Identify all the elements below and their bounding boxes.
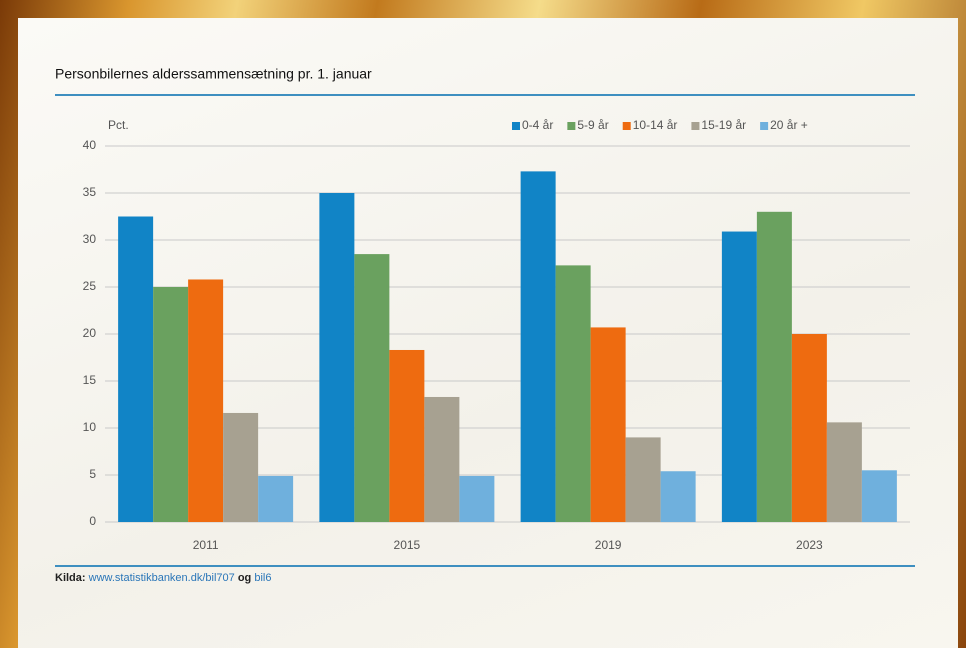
legend-label: 10-14 år <box>633 118 678 132</box>
y-tick-label: 0 <box>89 514 96 528</box>
bar <box>258 475 294 522</box>
legend-label: 15-19 år <box>701 118 746 132</box>
legend-label: 0-4 år <box>522 118 553 132</box>
y-tick-label: 15 <box>83 373 97 387</box>
bar <box>153 287 189 522</box>
bar <box>118 216 154 522</box>
source: Kilda: www.statistikbanken.dk/bil707 og … <box>55 572 271 584</box>
bar <box>188 279 224 522</box>
bar <box>424 396 460 522</box>
legend-swatch <box>567 122 576 130</box>
y-tick-label: 30 <box>83 232 97 246</box>
source-link[interactable]: www.statistikbanken.dk/bil707 <box>88 572 235 584</box>
x-tick-label: 2019 <box>595 538 622 552</box>
bar <box>721 231 757 523</box>
legend-swatch <box>622 122 631 130</box>
bar <box>520 171 556 522</box>
legend-swatch <box>691 122 700 130</box>
legend-label: 20 år + <box>770 118 808 132</box>
y-tick-label: 35 <box>83 185 97 199</box>
legend-label: 5-9 år <box>577 118 608 132</box>
bar <box>389 349 425 522</box>
source-link[interactable]: bil6 <box>254 572 271 584</box>
y-tick-label: 5 <box>89 467 96 481</box>
y-tick-label: 40 <box>83 138 97 152</box>
bar <box>861 470 897 522</box>
source-text: og <box>238 572 251 584</box>
bar <box>826 422 862 522</box>
bar <box>660 471 696 522</box>
y-tick-label: 10 <box>83 420 97 434</box>
y-tick-label: 25 <box>83 279 97 293</box>
bar <box>354 254 390 522</box>
bar <box>756 211 792 523</box>
x-tick-label: 2015 <box>394 538 421 552</box>
x-tick-label: 2011 <box>193 538 219 552</box>
bar <box>590 327 626 522</box>
bar <box>791 334 827 522</box>
bar <box>555 265 591 522</box>
bar <box>625 437 661 522</box>
chart-title: Personbilernes alderssammensætning pr. 1… <box>55 66 372 82</box>
bar <box>319 193 355 522</box>
source-label: Kilda: <box>55 572 86 584</box>
legend-swatch <box>512 122 520 130</box>
y-axis-label: Pct. <box>108 118 129 132</box>
legend-swatch <box>760 122 769 130</box>
bar <box>459 475 495 522</box>
x-tick-label: 2023 <box>796 538 823 552</box>
y-tick-label: 20 <box>83 326 97 340</box>
bar <box>223 412 259 522</box>
